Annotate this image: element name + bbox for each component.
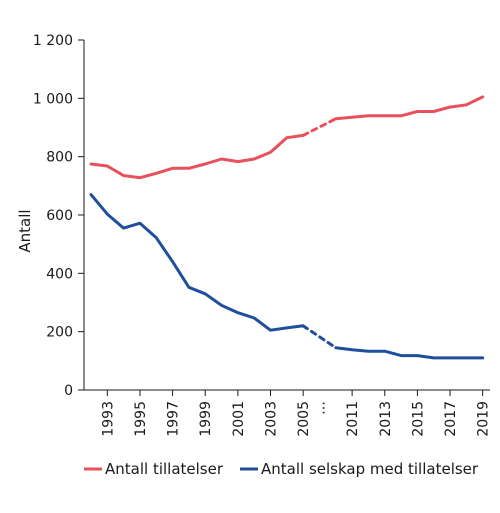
series-line-2-part-2 [334, 346, 485, 360]
x-tick-label: 2011 [345, 401, 361, 437]
y-tick-label: 1 000 [33, 91, 73, 107]
series-layer [89, 95, 485, 360]
x-tick-label: 1997 [166, 401, 182, 437]
x-tick-label: 2019 [476, 401, 492, 437]
legend-label-1: Antall tillatelser [105, 460, 224, 478]
x-tick-label: 2003 [264, 401, 280, 437]
x-tick-label: 1999 [198, 401, 214, 437]
y-tick-label: 0 [64, 383, 73, 399]
series-line-1-part-2 [334, 95, 485, 121]
x-tick-label: 2015 [410, 401, 426, 437]
legend-label-2: Antall selskap med tillatelser [261, 460, 479, 478]
y-tick-label: 200 [46, 325, 73, 341]
y-tick-label: 1 200 [33, 33, 73, 49]
y-tick-label: 400 [46, 266, 73, 282]
y-tick-label: 600 [46, 208, 73, 224]
x-tick-label: 1995 [133, 401, 149, 437]
y-axis-label: Antall [16, 209, 34, 252]
x-tick-label: 1993 [100, 401, 116, 437]
series-line-1-part-1 [89, 133, 305, 180]
x-tick-label: 2017 [443, 401, 459, 437]
x-axis-break-label: … [312, 401, 328, 415]
series-line-2-part-1 [89, 193, 305, 332]
x-tick-label: 2013 [378, 401, 394, 437]
y-axis: 0 200 400 600 800 1 000 1 200 [33, 33, 85, 399]
y-tick-label: 800 [46, 150, 73, 166]
x-axis: 1993 1995 1997 1999 2001 2003 2005… 2011 2013 201… [84, 389, 492, 437]
legend: Antall tillatelser Antall selskap med til… [84, 460, 479, 478]
series-line-1-break [301, 117, 338, 137]
x-tick-label: 2005 [296, 401, 312, 437]
series-line-2-break [301, 324, 338, 350]
x-tick-label: 2001 [231, 401, 247, 437]
